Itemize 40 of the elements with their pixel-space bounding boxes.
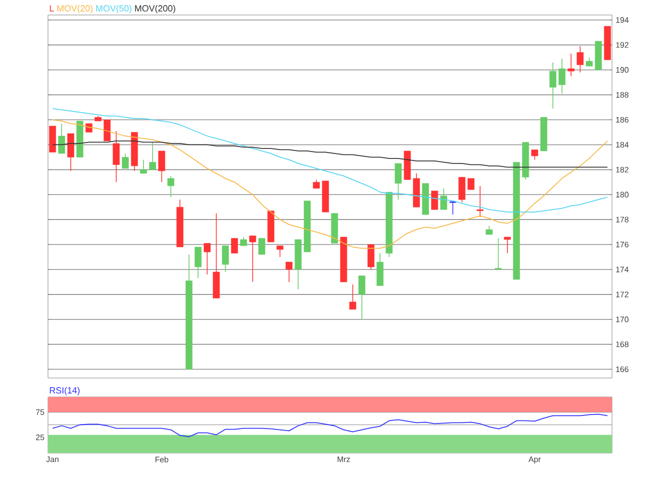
candlestick	[67, 133, 74, 172]
candlestick	[58, 123, 66, 154]
candlestick	[194, 246, 202, 279]
text: RSI(14)	[50, 386, 80, 396]
candlestick	[249, 235, 256, 282]
candlestick	[576, 46, 584, 73]
candlestick	[222, 245, 229, 272]
candlestick	[158, 150, 166, 183]
candlestick	[531, 149, 538, 160]
candlestick	[276, 245, 284, 258]
candlestick	[504, 236, 511, 254]
candlestick	[476, 185, 484, 218]
candlestick	[258, 238, 266, 255]
candlestick	[431, 190, 438, 210]
candlestick	[231, 238, 238, 254]
candlestick	[122, 153, 129, 169]
candlestick	[549, 62, 556, 109]
text: MOV(200)	[135, 4, 176, 14]
candlestick	[112, 130, 120, 183]
candlestick	[448, 201, 457, 215]
candlestick	[368, 244, 374, 270]
candlestick	[167, 176, 174, 198]
candlestick	[394, 163, 402, 200]
candlestick	[376, 252, 384, 286]
candlestick	[568, 53, 574, 77]
candlestick	[149, 142, 156, 170]
text: MOV(20)	[57, 4, 92, 14]
candlestick	[104, 119, 111, 142]
candlestick	[558, 58, 566, 94]
candlestick	[440, 188, 448, 210]
text: MOV(50)	[96, 4, 132, 14]
candlestick	[140, 159, 147, 174]
candlestick	[204, 242, 211, 275]
candlestick	[494, 238, 502, 270]
candlestick	[468, 178, 474, 190]
candlestick	[358, 275, 366, 320]
text: L	[50, 5, 54, 12]
candlestick	[458, 176, 466, 203]
candlestick	[286, 262, 292, 282]
candlestick	[349, 284, 356, 310]
